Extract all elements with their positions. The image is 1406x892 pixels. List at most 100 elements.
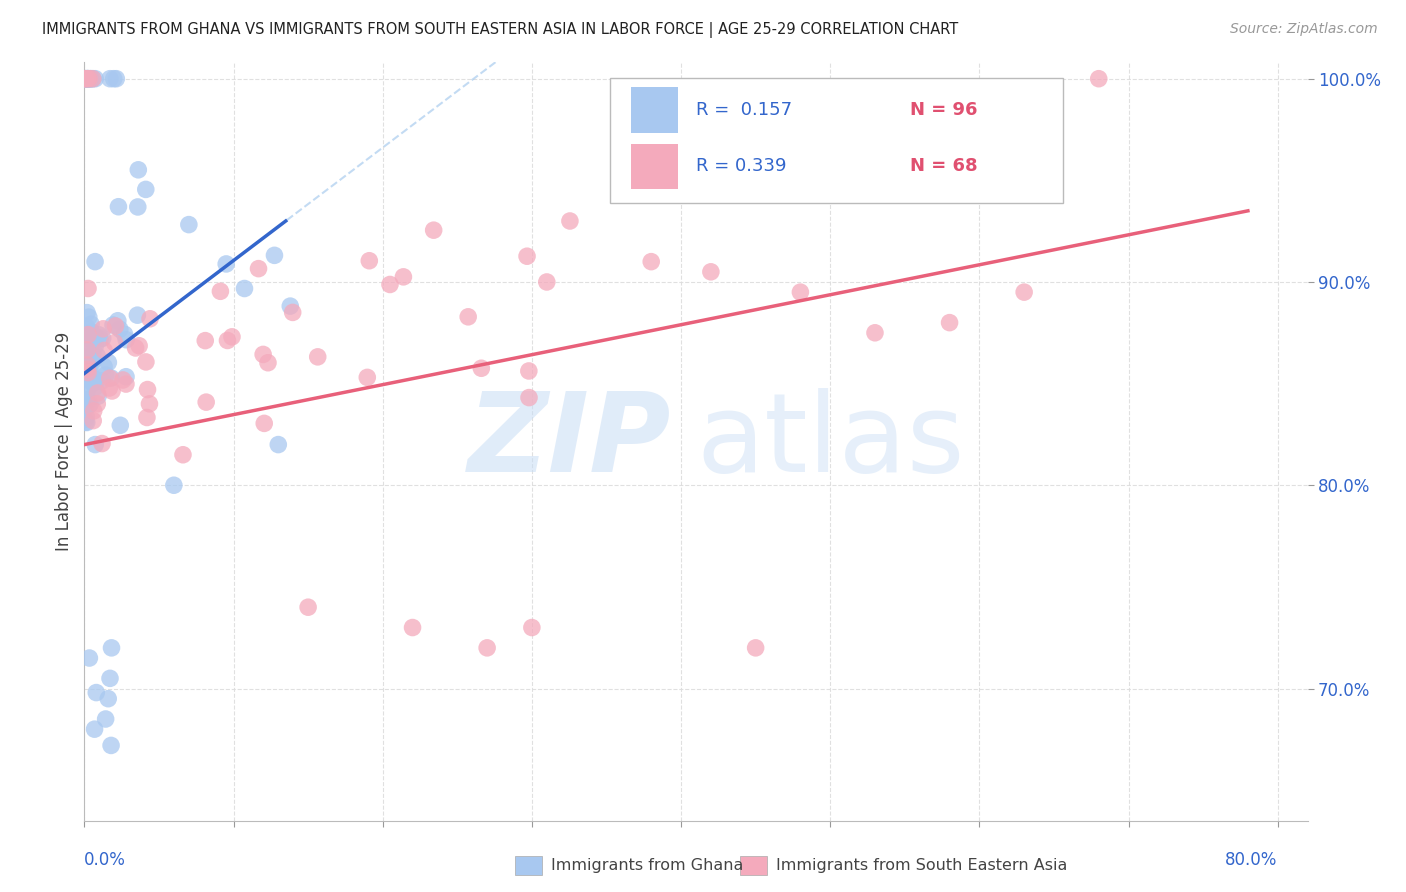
Point — [127, 308, 149, 322]
Point — [76, 383, 98, 397]
Point — [87, 327, 110, 342]
Point — [93, 359, 115, 374]
Point — [281, 305, 304, 319]
Point — [98, 71, 121, 86]
Point — [75, 392, 97, 407]
Point — [108, 322, 131, 336]
Bar — [740, 856, 768, 874]
Point — [82, 71, 104, 86]
Point — [94, 368, 117, 382]
Point — [84, 339, 107, 353]
Point — [110, 418, 132, 433]
Point — [75, 71, 97, 86]
Point — [100, 640, 122, 655]
Point — [114, 327, 136, 342]
Point — [83, 372, 105, 386]
Point — [84, 254, 107, 268]
Point — [124, 341, 146, 355]
Point — [103, 335, 125, 350]
Point — [76, 71, 98, 86]
Point — [89, 332, 111, 346]
Point — [938, 316, 960, 330]
Point — [91, 436, 114, 450]
Point — [86, 397, 108, 411]
Point — [79, 71, 101, 86]
Point — [103, 71, 125, 86]
Point — [98, 671, 121, 685]
Point — [252, 347, 274, 361]
Point — [79, 71, 101, 86]
Point — [86, 349, 108, 363]
Point — [1012, 285, 1035, 300]
Point — [209, 285, 232, 299]
Point — [77, 367, 100, 381]
Point — [177, 218, 200, 232]
FancyBboxPatch shape — [610, 78, 1063, 202]
Point — [77, 71, 100, 86]
Point — [79, 651, 101, 665]
Point — [82, 354, 104, 368]
Text: ZIP: ZIP — [468, 388, 672, 495]
Point — [84, 437, 107, 451]
Point — [83, 722, 105, 736]
Point — [91, 331, 114, 345]
Point — [77, 366, 100, 380]
Point — [75, 368, 97, 383]
Point — [76, 362, 98, 376]
Point — [378, 277, 401, 292]
Point — [195, 395, 218, 409]
Point — [75, 412, 97, 426]
Text: R = 0.339: R = 0.339 — [696, 157, 786, 176]
Point — [422, 223, 444, 237]
Point — [83, 404, 105, 418]
Point — [86, 386, 108, 401]
Point — [84, 375, 107, 389]
Point — [127, 162, 149, 177]
Point — [75, 350, 97, 364]
Point — [100, 739, 122, 753]
Point — [135, 182, 157, 196]
Point — [80, 325, 103, 339]
Point — [520, 621, 543, 635]
Point — [392, 269, 415, 284]
Point — [80, 317, 103, 331]
Point — [79, 363, 101, 377]
Bar — [515, 856, 543, 874]
Point — [744, 640, 766, 655]
Point — [77, 393, 100, 408]
Point — [76, 305, 98, 319]
Point — [84, 71, 107, 86]
Point — [73, 394, 96, 409]
Point — [107, 314, 129, 328]
Point — [136, 383, 159, 397]
Point — [356, 370, 378, 384]
Bar — [631, 144, 678, 189]
Text: R =  0.157: R = 0.157 — [696, 101, 792, 120]
Point — [98, 371, 121, 385]
Point — [558, 214, 581, 228]
Point — [278, 299, 301, 313]
Point — [77, 380, 100, 394]
Point — [307, 350, 329, 364]
Point — [84, 380, 107, 394]
Text: N = 68: N = 68 — [910, 157, 977, 176]
Point — [217, 334, 239, 348]
Point — [475, 640, 498, 655]
Point — [77, 398, 100, 412]
Point — [77, 327, 100, 342]
Point — [115, 369, 138, 384]
Point — [401, 621, 423, 635]
Point — [73, 327, 96, 342]
Text: 80.0%: 80.0% — [1226, 851, 1278, 869]
Point — [101, 318, 124, 332]
Point — [194, 334, 217, 348]
Point — [82, 71, 104, 86]
Point — [863, 326, 886, 340]
Point — [76, 320, 98, 334]
Point — [107, 200, 129, 214]
Point — [73, 71, 96, 86]
Point — [75, 71, 97, 86]
Point — [536, 275, 558, 289]
Point — [80, 71, 103, 86]
Point — [75, 409, 97, 424]
